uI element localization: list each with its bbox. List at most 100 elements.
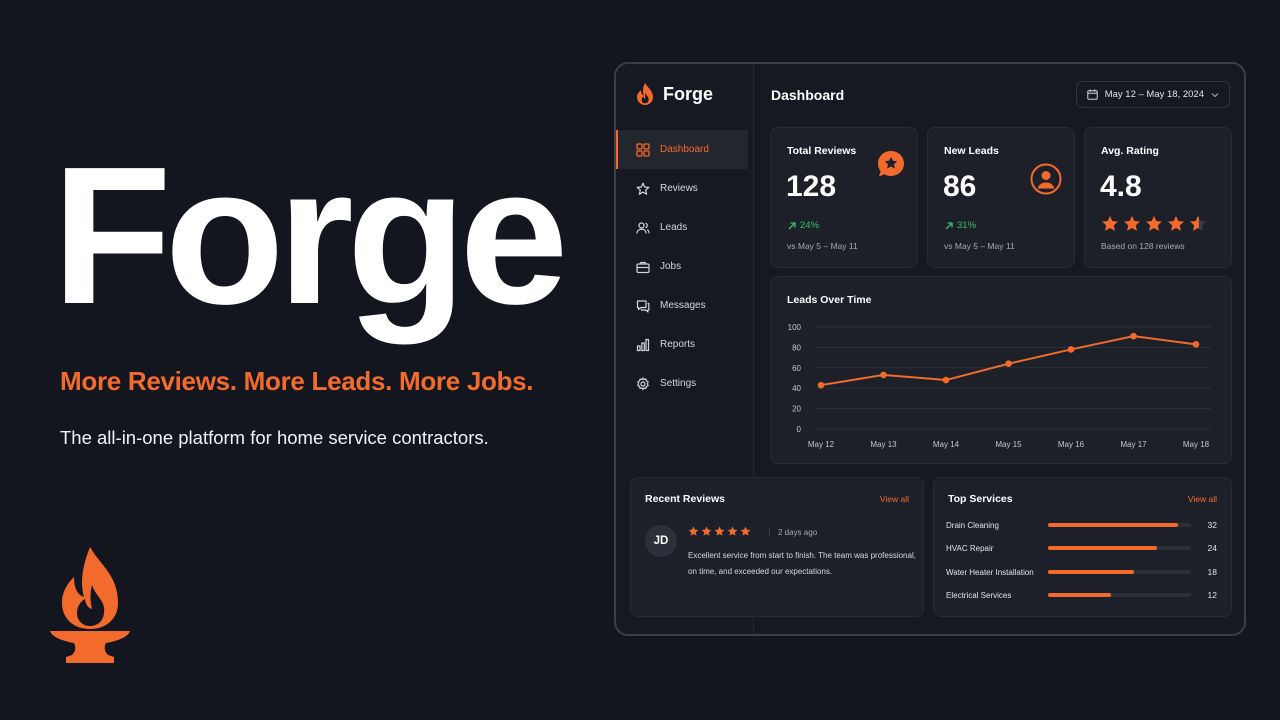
- review-badge-icon: [878, 151, 904, 177]
- date-range-label: May 12 – May 18, 2024: [1104, 89, 1204, 100]
- x-tick-label: May 18: [1183, 440, 1210, 449]
- hero-subtitle: The all-in-one platform for home service…: [60, 427, 489, 448]
- star-icon: [688, 526, 699, 536]
- stat-note: vs May 5 – May 11: [944, 241, 1015, 251]
- service-name: Water Heater Installation: [946, 567, 1034, 577]
- stat-label: Avg. Rating: [1101, 145, 1159, 157]
- sidebar: Forge Dashboard Reviews Leads Jobs Messa…: [616, 64, 754, 634]
- top-services-panel: Top Services View all Drain Cleaning 32 …: [933, 477, 1232, 617]
- star-icon: [1124, 215, 1140, 231]
- sidebar-item-label: Settings: [660, 378, 697, 389]
- stat-card-total-reviews[interactable]: Total Reviews 128 24% vs May 5 – May 11: [770, 127, 918, 268]
- rating-stars: [1101, 215, 1207, 233]
- stat-label: New Leads: [944, 145, 999, 157]
- star-icon: [1102, 215, 1118, 231]
- y-tick-label: 20: [792, 405, 801, 414]
- hero-title: Forge: [52, 126, 568, 345]
- sidebar-item-label: Dashboard: [660, 144, 709, 155]
- date-range-picker[interactable]: May 12 – May 18, 2024: [1075, 81, 1230, 108]
- star-icon: [701, 526, 712, 536]
- users-icon: [636, 221, 650, 234]
- brand-name: Forge: [663, 83, 714, 104]
- forge-logo-icon: [637, 83, 653, 105]
- stat-card-avg-rating[interactable]: Avg. Rating 4.8 Based on 128 reviews: [1084, 127, 1232, 268]
- service-name: Electrical Services: [946, 590, 1012, 600]
- sidebar-item-jobs[interactable]: Jobs: [616, 247, 748, 286]
- sidebar-item-leads[interactable]: Leads: [616, 208, 748, 247]
- view-all-services-link[interactable]: View all: [1187, 494, 1217, 504]
- star-icon: [727, 526, 738, 536]
- y-tick-label: 40: [792, 384, 801, 393]
- service-bar-fill: [1048, 546, 1157, 550]
- y-tick-label: 0: [797, 425, 802, 434]
- service-bar-fill: [1048, 593, 1111, 597]
- service-count: 24: [1207, 543, 1217, 553]
- data-point[interactable]: [1130, 332, 1137, 340]
- data-point[interactable]: [880, 371, 887, 379]
- x-tick-label: May 16: [1058, 440, 1085, 449]
- sidebar-item-label: Jobs: [660, 261, 682, 272]
- data-point[interactable]: [817, 381, 825, 389]
- hero-tagline: More Reviews. More Leads. More Jobs.: [60, 366, 534, 396]
- arrow-up-right-icon: [945, 221, 953, 229]
- leads-line-chart: 0 20 40 60 80 100 May 12 May 13 May 14 May 15 May …: [788, 323, 1211, 449]
- stat-label: Total Reviews: [787, 145, 857, 157]
- sidebar-item-reviews[interactable]: Reviews: [616, 169, 748, 208]
- leads-chart-card: Leads Over Time 0 20 40 60 80 100 May 12 May 13…: [770, 276, 1232, 464]
- stat-value: 4.8: [1100, 170, 1142, 203]
- stat-note: Based on 128 reviews: [1101, 241, 1185, 251]
- sidebar-item-label: Messages: [660, 300, 706, 311]
- panel-title: Recent Reviews: [645, 493, 725, 505]
- sidebar-item-label: Leads: [660, 222, 688, 233]
- service-bar-track: [1048, 546, 1191, 550]
- chevron-down-icon: [1211, 92, 1219, 97]
- sidebar-nav: Dashboard Reviews Leads Jobs Messages Re…: [616, 130, 748, 403]
- star-icon: [740, 526, 751, 536]
- messages-icon: [636, 299, 650, 313]
- stat-delta-value: 24%: [800, 220, 820, 231]
- star-icon: [1168, 215, 1184, 231]
- data-point[interactable]: [1067, 346, 1075, 353]
- dashboard-window: Forge Dashboard Reviews Leads Jobs Messa…: [614, 62, 1246, 636]
- grid-icon: [636, 142, 650, 157]
- stat-card-new-leads[interactable]: New Leads 86 31% vs May 5 – May 11: [927, 127, 1075, 268]
- data-point[interactable]: [1192, 341, 1200, 348]
- x-tick-label: May 14: [933, 440, 960, 449]
- y-tick-label: 60: [792, 364, 801, 373]
- star-icon: [1190, 215, 1206, 231]
- service-count: 32: [1207, 520, 1217, 530]
- stat-note: vs May 5 – May 11: [787, 241, 858, 251]
- review-time: 2 days ago: [769, 528, 817, 537]
- review-text: Excellent service from start to finish. …: [688, 551, 916, 576]
- x-tick-label: May 17: [1120, 440, 1147, 449]
- avatar: JD: [645, 525, 677, 557]
- briefcase-icon: [636, 261, 650, 273]
- service-row[interactable]: Drain Cleaning 32: [946, 518, 1217, 532]
- service-bar-fill: [1048, 570, 1134, 574]
- service-bar-track: [1048, 523, 1191, 527]
- service-row[interactable]: HVAC Repair 24: [946, 541, 1217, 555]
- bar-chart-icon: [636, 338, 650, 351]
- calendar-icon: [1087, 89, 1098, 100]
- sidebar-item-reports[interactable]: Reports: [616, 325, 748, 364]
- sidebar-item-settings[interactable]: Settings: [616, 364, 748, 403]
- gear-icon: [637, 376, 649, 390]
- stat-value: 128: [786, 170, 837, 203]
- chart-title: Leads Over Time: [787, 294, 872, 306]
- stat-delta: 24%: [787, 220, 819, 231]
- service-name: Drain Cleaning: [946, 520, 999, 530]
- service-bar-fill: [1048, 523, 1179, 527]
- service-row[interactable]: Electrical Services 12: [946, 588, 1217, 602]
- view-all-reviews-link[interactable]: View all: [879, 494, 909, 504]
- stat-value: 86: [943, 170, 977, 203]
- service-row[interactable]: Water Heater Installation 18: [946, 565, 1217, 579]
- x-tick-label: May 12: [808, 440, 835, 449]
- sidebar-item-dashboard[interactable]: Dashboard: [616, 130, 748, 169]
- sidebar-item-messages[interactable]: Messages: [616, 286, 748, 325]
- forge-logo-icon: [50, 547, 130, 663]
- recent-reviews-panel: Recent Reviews View all JD 2 days ago Ex…: [630, 477, 924, 617]
- brand[interactable]: Forge: [634, 82, 713, 106]
- data-point[interactable]: [1005, 360, 1012, 368]
- data-point[interactable]: [942, 376, 950, 384]
- arrow-up-right-icon: [788, 221, 796, 229]
